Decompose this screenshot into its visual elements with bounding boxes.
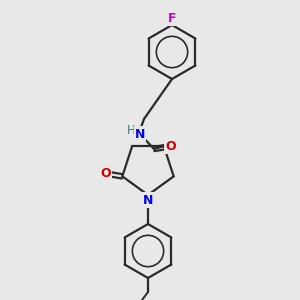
Text: H: H [127,124,135,136]
Text: O: O [100,167,111,180]
Text: N: N [143,194,153,206]
Text: F: F [168,11,176,25]
Text: O: O [166,140,176,152]
Text: N: N [135,128,145,140]
